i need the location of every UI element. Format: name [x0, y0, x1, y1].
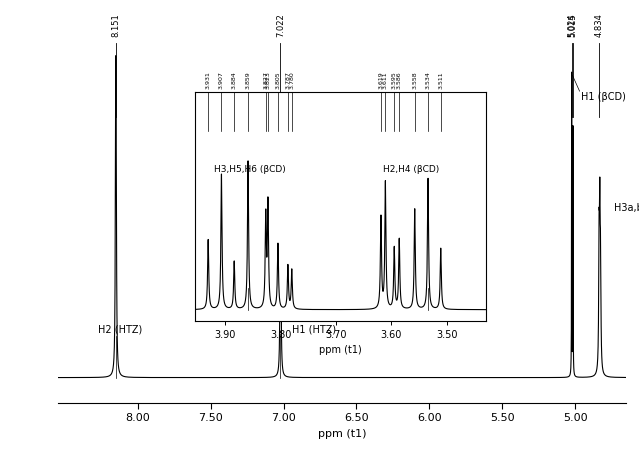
Text: 5.015: 5.015	[569, 13, 578, 37]
Text: 3.558: 3.558	[412, 72, 417, 89]
Text: 3.511: 3.511	[438, 72, 443, 89]
Text: 7.022: 7.022	[276, 13, 285, 37]
Text: H1 (βCD): H1 (βCD)	[581, 93, 626, 103]
Text: 3.611: 3.611	[383, 72, 388, 89]
Text: 3.907: 3.907	[219, 71, 224, 89]
X-axis label: ppm (t1): ppm (t1)	[319, 345, 362, 355]
Text: 3.805: 3.805	[275, 72, 281, 89]
Text: H3,H5,H6 (βCD): H3,H5,H6 (βCD)	[215, 165, 286, 174]
Text: 3.823: 3.823	[265, 71, 270, 89]
Text: 3.619: 3.619	[378, 71, 383, 89]
Text: 3.859: 3.859	[245, 71, 250, 89]
Text: H1 (HTZ): H1 (HTZ)	[292, 325, 336, 335]
Text: H2 (HTZ): H2 (HTZ)	[98, 325, 142, 335]
Text: 3.780: 3.780	[289, 71, 295, 89]
Text: 4.834: 4.834	[595, 13, 604, 37]
Text: 3.931: 3.931	[206, 71, 211, 89]
Text: H2,H4 (βCD): H2,H4 (βCD)	[383, 165, 439, 174]
Text: 3.586: 3.586	[397, 72, 402, 89]
X-axis label: ppm (t1): ppm (t1)	[318, 429, 366, 439]
Text: 8.151: 8.151	[111, 13, 120, 37]
Text: 3.595: 3.595	[392, 71, 397, 89]
Text: 3.787: 3.787	[286, 71, 291, 89]
Text: H3a,b (HTZ): H3a,b (HTZ)	[614, 202, 639, 212]
Text: 3.827: 3.827	[263, 71, 268, 89]
Text: 5.024: 5.024	[567, 13, 576, 37]
Text: 3.534: 3.534	[426, 71, 431, 89]
Text: 3.884: 3.884	[232, 71, 236, 89]
